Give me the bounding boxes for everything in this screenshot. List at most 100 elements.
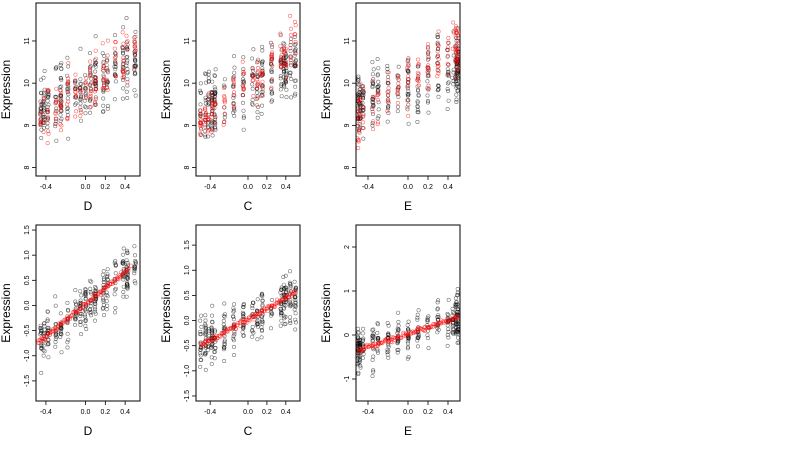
point — [206, 76, 211, 81]
point — [396, 64, 401, 69]
point — [244, 320, 249, 325]
y-tick-label: 0.5 — [184, 290, 191, 300]
point — [93, 284, 98, 289]
point — [268, 326, 273, 331]
point — [251, 47, 256, 52]
point — [214, 338, 219, 343]
point — [370, 333, 375, 338]
point — [45, 318, 50, 323]
point — [445, 72, 450, 77]
point — [78, 298, 83, 303]
point — [206, 72, 211, 77]
point — [395, 100, 400, 105]
point — [41, 343, 46, 348]
point — [83, 111, 88, 116]
point — [415, 100, 420, 105]
point — [45, 125, 50, 130]
point — [396, 329, 401, 334]
point — [405, 345, 410, 350]
point — [205, 125, 210, 130]
point — [453, 76, 458, 81]
points-layer — [356, 20, 460, 151]
point — [255, 318, 260, 323]
point — [221, 318, 226, 323]
point — [80, 308, 85, 313]
point — [293, 285, 298, 290]
point — [265, 309, 270, 314]
point — [93, 97, 98, 102]
point — [456, 40, 460, 45]
point — [125, 77, 130, 82]
point — [93, 75, 98, 80]
point — [370, 109, 375, 114]
point — [445, 323, 450, 328]
y-tick-label: 8 — [344, 166, 351, 170]
point — [450, 324, 455, 329]
y-tick-label: 11 — [344, 37, 351, 44]
point — [125, 248, 130, 253]
point — [222, 301, 227, 306]
point — [283, 79, 288, 84]
point — [93, 69, 98, 74]
point — [255, 80, 260, 85]
point — [260, 62, 265, 67]
point — [241, 302, 246, 307]
x-tick-label: -0.4 — [204, 184, 216, 191]
point — [92, 79, 97, 84]
point — [203, 323, 208, 328]
point — [396, 94, 401, 99]
point — [436, 63, 441, 68]
point — [83, 80, 88, 85]
point — [100, 67, 105, 72]
point — [254, 60, 259, 65]
x-axis-title: C — [244, 199, 253, 213]
point — [250, 73, 255, 78]
point — [79, 293, 84, 298]
point — [416, 110, 421, 115]
point — [453, 34, 458, 39]
point — [293, 317, 298, 322]
point — [38, 325, 43, 330]
point — [254, 90, 259, 95]
point — [59, 103, 64, 108]
point — [93, 307, 98, 312]
point — [356, 82, 361, 87]
point — [39, 328, 44, 333]
point — [104, 86, 109, 91]
point — [456, 327, 460, 332]
point — [250, 102, 255, 107]
point — [376, 114, 381, 119]
point — [84, 76, 89, 81]
point — [78, 86, 83, 91]
point — [78, 101, 83, 106]
point — [281, 282, 286, 287]
point — [65, 300, 70, 305]
point — [406, 89, 411, 94]
point — [293, 300, 298, 305]
point — [94, 294, 99, 299]
point — [65, 73, 70, 78]
point — [376, 100, 381, 105]
point — [198, 331, 203, 336]
point — [231, 93, 236, 98]
point — [222, 358, 227, 363]
point — [288, 63, 293, 68]
point — [279, 53, 284, 58]
point — [45, 88, 50, 93]
point — [371, 369, 376, 374]
point — [93, 34, 98, 39]
x-axis-title: D — [84, 424, 93, 438]
point — [101, 85, 106, 90]
point — [385, 320, 390, 325]
point — [361, 93, 366, 98]
point — [370, 105, 375, 110]
point — [415, 104, 420, 109]
point — [65, 116, 70, 121]
panel-1: -0.4 0.0 0.2 0.4 8 9 10 11 D Expression — [0, 2, 141, 213]
point — [199, 120, 204, 125]
point — [121, 246, 126, 251]
point — [120, 96, 125, 101]
panel-3: -0.4 0.0 0.2 0.4 8 9 10 11 E Expression — [319, 2, 461, 213]
point — [40, 338, 45, 343]
point — [74, 101, 79, 106]
